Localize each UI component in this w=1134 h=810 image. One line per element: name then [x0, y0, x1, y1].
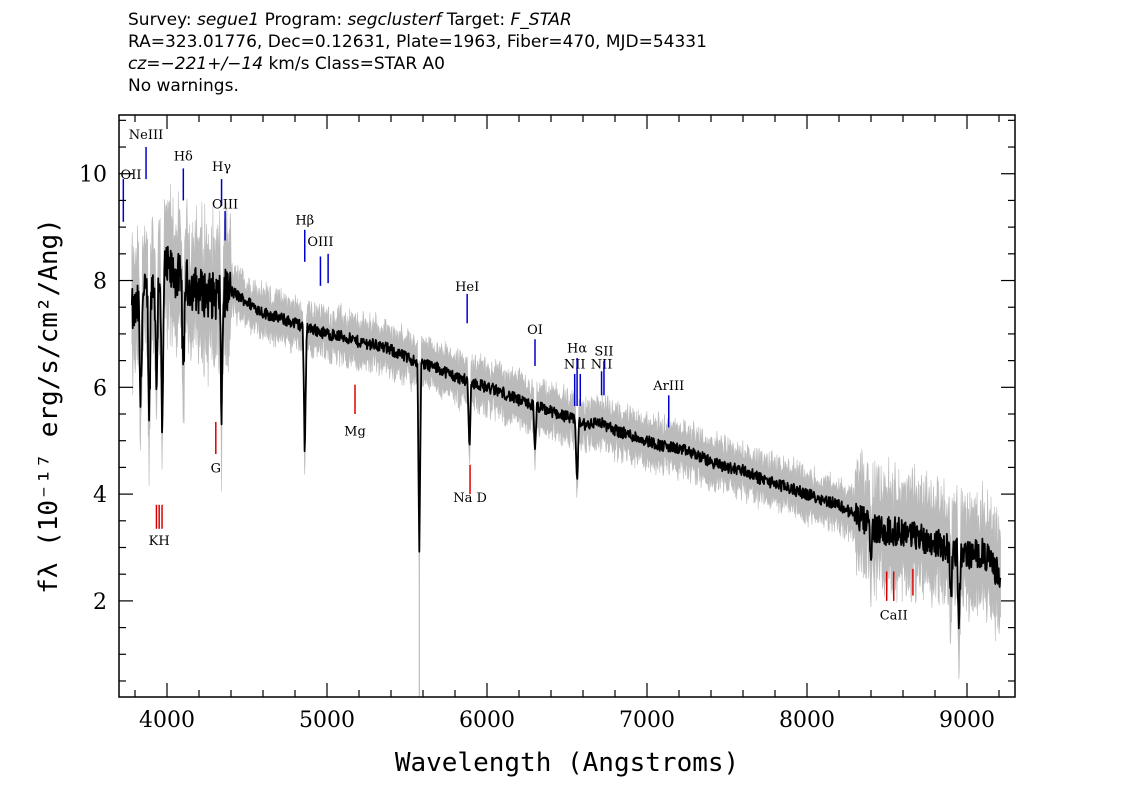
line-marker-label: SII [594, 344, 613, 359]
cz-label: cz= [128, 54, 161, 74]
line-marker-layer: OIINeIIIHδHγOIIIHβOIIIHeIOINIIHαNIISIIAr… [121, 128, 914, 624]
y-tick-label: 2 [93, 590, 107, 615]
x-axis-title: Wavelength (Angstroms) [395, 748, 739, 778]
axes-layer: 4000 5000 6000 7000 8000 9000 2 4 6 8 10 [79, 114, 1016, 733]
y-axis-title: fλ (10⁻¹⁷ erg/s/cm²/Ang) [34, 218, 64, 594]
line-marker-label: ArIII [652, 379, 684, 394]
target-value: F_STAR [510, 10, 572, 30]
y-tick-label: 8 [93, 270, 107, 295]
line-marker-label: NII [591, 358, 613, 373]
header-line-warnings: No warnings. [128, 76, 239, 96]
spectrum-line [130, 245, 1002, 630]
line-marker-label: Na D [453, 491, 487, 506]
y-axis-title-group: fλ (10⁻¹⁷ erg/s/cm²/Ang) [34, 218, 64, 594]
line-marker-label: CaII [880, 609, 908, 624]
x-tick-label: 4000 [139, 708, 195, 733]
line-marker-label: Hα [567, 342, 587, 357]
x-tick-label: 6000 [459, 708, 515, 733]
y-tick-label: 6 [93, 376, 107, 401]
y-tick-label: 10 [79, 163, 107, 188]
cz-value: −221+/−14 [160, 54, 264, 74]
x-tick-label: 8000 [779, 708, 835, 733]
line-marker-label: Hγ [212, 160, 231, 175]
header-line-survey: Survey: segue1 Program: segclusterf Targ… [128, 9, 707, 31]
x-tick-label: 7000 [619, 708, 675, 733]
line-marker-label: KH [149, 534, 170, 549]
error-band-layer [131, 183, 1001, 697]
x-tick-label: 5000 [299, 708, 355, 733]
plot-frame [118, 114, 1016, 698]
line-marker-label: Mg [344, 424, 366, 439]
x-tick-label: 9000 [939, 708, 995, 733]
cz-units-class: km/s Class=STAR A0 [263, 54, 445, 74]
survey-label: Survey: [128, 10, 198, 30]
target-label: Target: [441, 10, 511, 30]
program-label: Program: [259, 10, 348, 30]
line-marker-label: Hδ [174, 149, 193, 164]
line-marker-label: NeIII [129, 128, 163, 143]
line-marker-label: OII [121, 168, 142, 183]
error-band [131, 183, 1001, 680]
line-marker-label: NII [564, 358, 586, 373]
header-line-redshift: cz=−221+/−14 km/s Class=STAR A0 [128, 53, 707, 75]
line-marker-label: OI [527, 323, 543, 338]
line-marker-label: G [211, 462, 221, 477]
spectrum-layer [130, 245, 1002, 630]
survey-value: segue1 [197, 10, 260, 30]
line-marker-label: HeI [455, 280, 479, 295]
header-line-coordinates: RA=323.01776, Dec=0.12631, Plate=1963, F… [128, 32, 707, 52]
line-marker-label: Hβ [295, 213, 314, 228]
line-marker-label: OIII [212, 197, 238, 212]
program-value: segclusterf [347, 10, 442, 30]
line-marker-label: OIII [307, 235, 333, 250]
y-tick-label: 4 [93, 483, 107, 508]
spectrum-header: Survey: segue1 Program: segclusterf Targ… [128, 9, 707, 97]
